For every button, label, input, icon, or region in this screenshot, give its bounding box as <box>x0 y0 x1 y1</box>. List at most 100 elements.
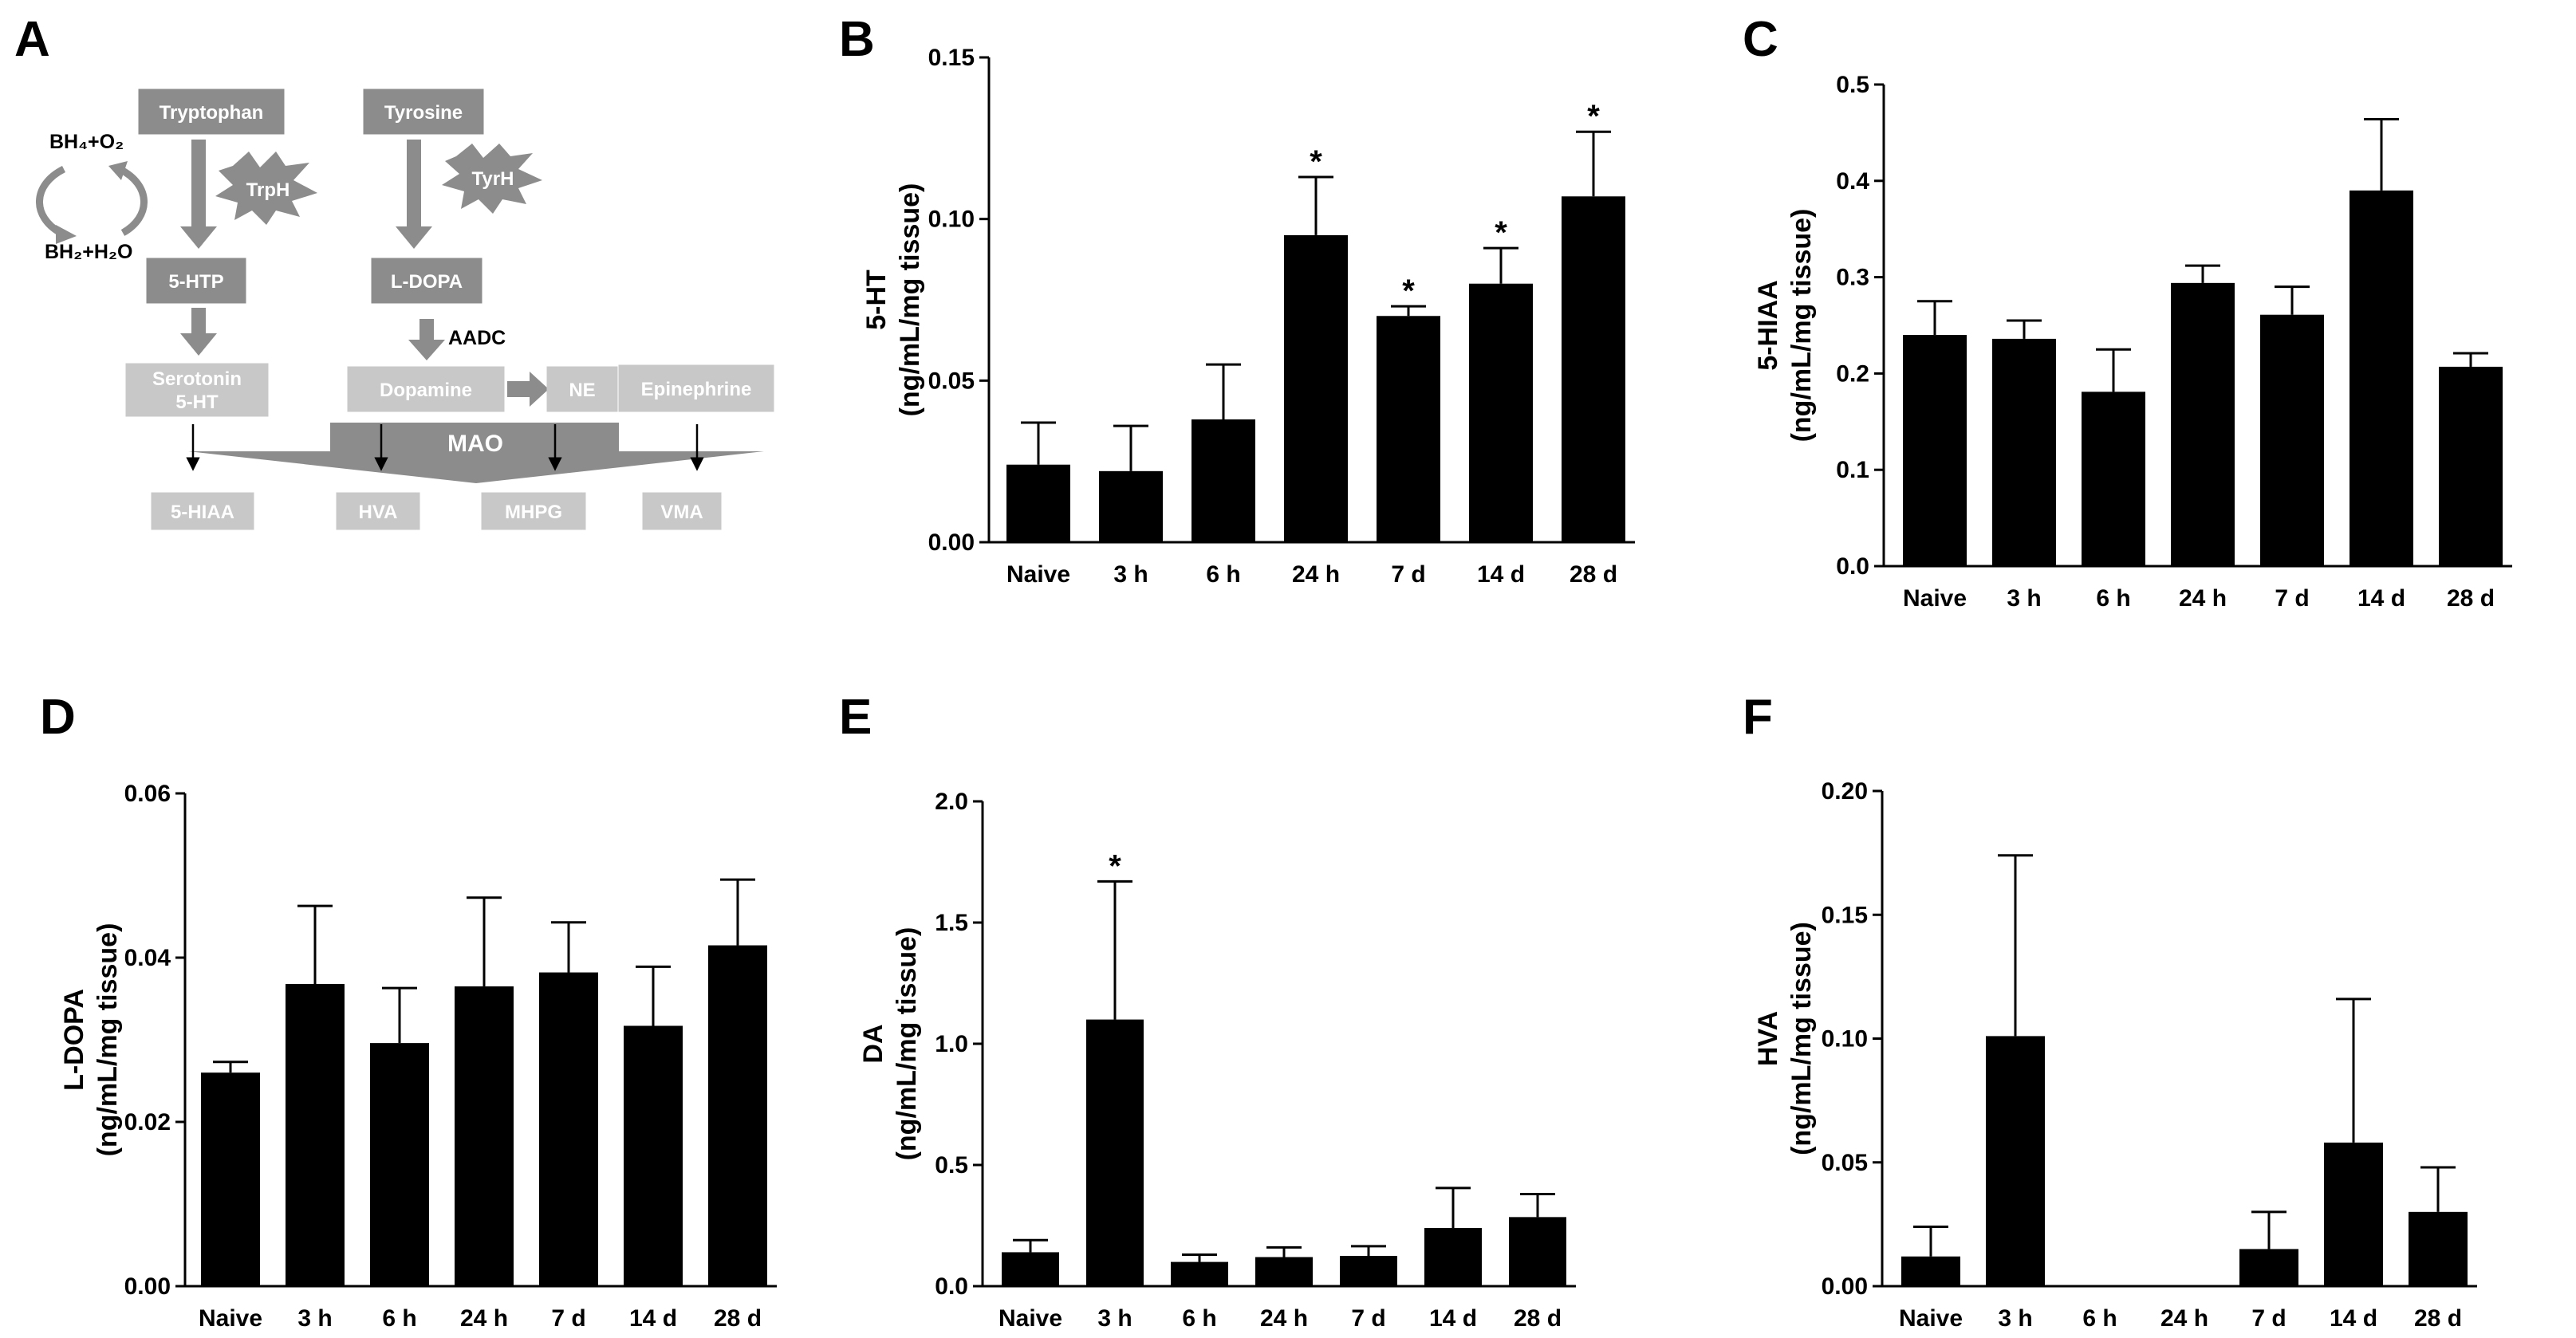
x-tick-label: 6 h <box>2096 585 2130 612</box>
x-tick-label: 6 h <box>1206 561 1240 588</box>
x-tick-label: 24 h <box>2179 585 2227 612</box>
bar <box>2260 314 2324 566</box>
x-tick-label: 7 d <box>2275 585 2309 612</box>
bar <box>1901 1256 1960 1286</box>
5htp-label: 5-HTP <box>168 271 223 293</box>
hva-label: HVA <box>359 502 398 523</box>
x-tick-label: 7 d <box>551 1305 585 1332</box>
cofactor-top-label: BH₄+O₂ <box>49 131 124 153</box>
cofactor-bottom-label: BH₂+H₂O <box>45 241 132 263</box>
y-tick-label: 0.5 <box>935 1152 968 1179</box>
mhpg-box <box>481 492 586 530</box>
x-tick-label: 7 d <box>2251 1305 2286 1332</box>
chart-panel-f: F 0.00 0.05 0.10 0.15 0.20 HVA (ng/mL/mg tissue… <box>1743 690 2477 1332</box>
bar <box>1903 335 1967 566</box>
bar <box>1469 283 1533 542</box>
bar <box>2324 1142 2383 1286</box>
cofactor-arrow-left <box>36 165 66 236</box>
y-tick-label: 0.15 <box>928 45 975 71</box>
serotonin-abbrev-label: 5-HT <box>175 392 219 413</box>
tryptophan-box <box>138 89 285 135</box>
arrow-tyr-to-ldopa <box>396 140 432 249</box>
5hiaa-label: 5-HIAA <box>171 502 234 523</box>
y-tick-label: 0.00 <box>1822 1273 1868 1300</box>
ne-label: NE <box>569 380 595 401</box>
x-tick-label: 6 h <box>2082 1305 2117 1332</box>
significance-marker: * <box>1495 215 1507 250</box>
panel-letter-f: F <box>1743 690 1773 745</box>
y-tick-label: 0.0 <box>1836 553 1869 580</box>
y-axis-title: DA <box>858 1024 888 1063</box>
aadc-label: AADC <box>448 327 506 349</box>
x-tick-label: 3 h <box>2007 585 2041 612</box>
dopamine-label: Dopamine <box>380 380 472 401</box>
significance-marker: * <box>1310 144 1322 179</box>
bar <box>1255 1257 1313 1286</box>
bar <box>1509 1217 1566 1286</box>
y-axis-subtitle: (ng/mL/mg tissue) <box>895 183 925 417</box>
ldopa-label: L-DOPA <box>391 271 463 293</box>
serotonin-label: Serotonin <box>152 368 242 390</box>
y-tick-label: 0.05 <box>1822 1150 1868 1176</box>
chart-panel-c: C 0.0 0.1 0.2 0.3 0.4 0.5 5-HIAA (ng/mL/mg tissu… <box>1743 12 2512 612</box>
y-tick-label: 0.00 <box>928 529 975 556</box>
x-tick-label: 6 h <box>1182 1305 1216 1332</box>
epinephrine-box <box>618 364 774 412</box>
x-tick-label: 28 d <box>2447 585 2495 612</box>
significance-marker: * <box>1402 274 1415 309</box>
x-tick-label: Naive <box>1899 1305 1963 1332</box>
x-tick-label: 14 d <box>1477 561 1525 588</box>
panel-letter-e: E <box>839 690 872 745</box>
arrow-trp-to-5htp <box>180 140 217 249</box>
bar <box>539 972 598 1286</box>
bar <box>455 986 514 1286</box>
bar <box>1424 1228 1482 1286</box>
bar <box>1986 1036 2045 1286</box>
bar <box>1171 1261 1228 1286</box>
tyrosine-box <box>363 89 484 135</box>
tyrosine-label: Tyrosine <box>384 102 463 124</box>
y-tick-label: 0.02 <box>124 1109 171 1135</box>
y-tick-label: 0.15 <box>1822 902 1868 928</box>
bar <box>708 945 767 1286</box>
dopamine-box <box>347 366 505 412</box>
tyrh-label: TyrH <box>472 168 514 190</box>
y-tick-label: 0.05 <box>928 368 975 394</box>
bar <box>1340 1256 1397 1286</box>
x-tick-label: 24 h <box>460 1305 508 1332</box>
panel-letter-a: A <box>14 12 50 67</box>
significance-marker: * <box>1109 848 1121 883</box>
y-tick-label: 0.2 <box>1836 360 1869 387</box>
y-tick-label: 0.0 <box>935 1273 968 1300</box>
significance-marker: * <box>1587 99 1600 134</box>
bar <box>1191 419 1255 542</box>
y-axis-title: 5-HT <box>861 270 892 330</box>
bar <box>624 1025 683 1286</box>
chart-panels: B0.000.050.100.155-HT (ng/mL/mg tissue)Na… <box>40 12 2512 1332</box>
x-tick-label: 24 h <box>1260 1305 1308 1332</box>
chart-panel-d: D 0.00 0.02 0.04 0.06 L-DOPA (ng/mL/mg tissue)… <box>40 690 777 1332</box>
y-tick-label: 2.0 <box>935 789 968 815</box>
bar <box>2439 366 2503 566</box>
tyrh-enzyme-shape <box>442 144 542 214</box>
x-tick-label: 14 d <box>2330 1305 2377 1332</box>
epinephrine-label: Epinephrine <box>641 379 752 400</box>
y-tick-label: 0.10 <box>928 207 975 233</box>
x-tick-label: 7 d <box>1391 561 1425 588</box>
y-axis-subtitle: (ng/mL/mg tissue) <box>1786 209 1817 443</box>
y-tick-label: 0.10 <box>1822 1026 1868 1053</box>
x-tick-label: Naive <box>998 1305 1062 1332</box>
x-tick-label: 3 h <box>1998 1305 2032 1332</box>
tryptophan-label: Tryptophan <box>160 102 264 124</box>
x-tick-label: 28 d <box>2414 1305 2462 1332</box>
bar <box>1562 196 1625 542</box>
y-tick-label: 0.00 <box>124 1273 171 1300</box>
x-tick-label: 28 d <box>1570 561 1617 588</box>
bar <box>2409 1211 2468 1286</box>
arrow-dopamine-to-ne <box>507 372 549 407</box>
bar <box>1099 470 1163 542</box>
y-tick-label: 0.3 <box>1836 265 1869 291</box>
panel-letter-c: C <box>1743 12 1778 67</box>
bar <box>1006 464 1070 542</box>
